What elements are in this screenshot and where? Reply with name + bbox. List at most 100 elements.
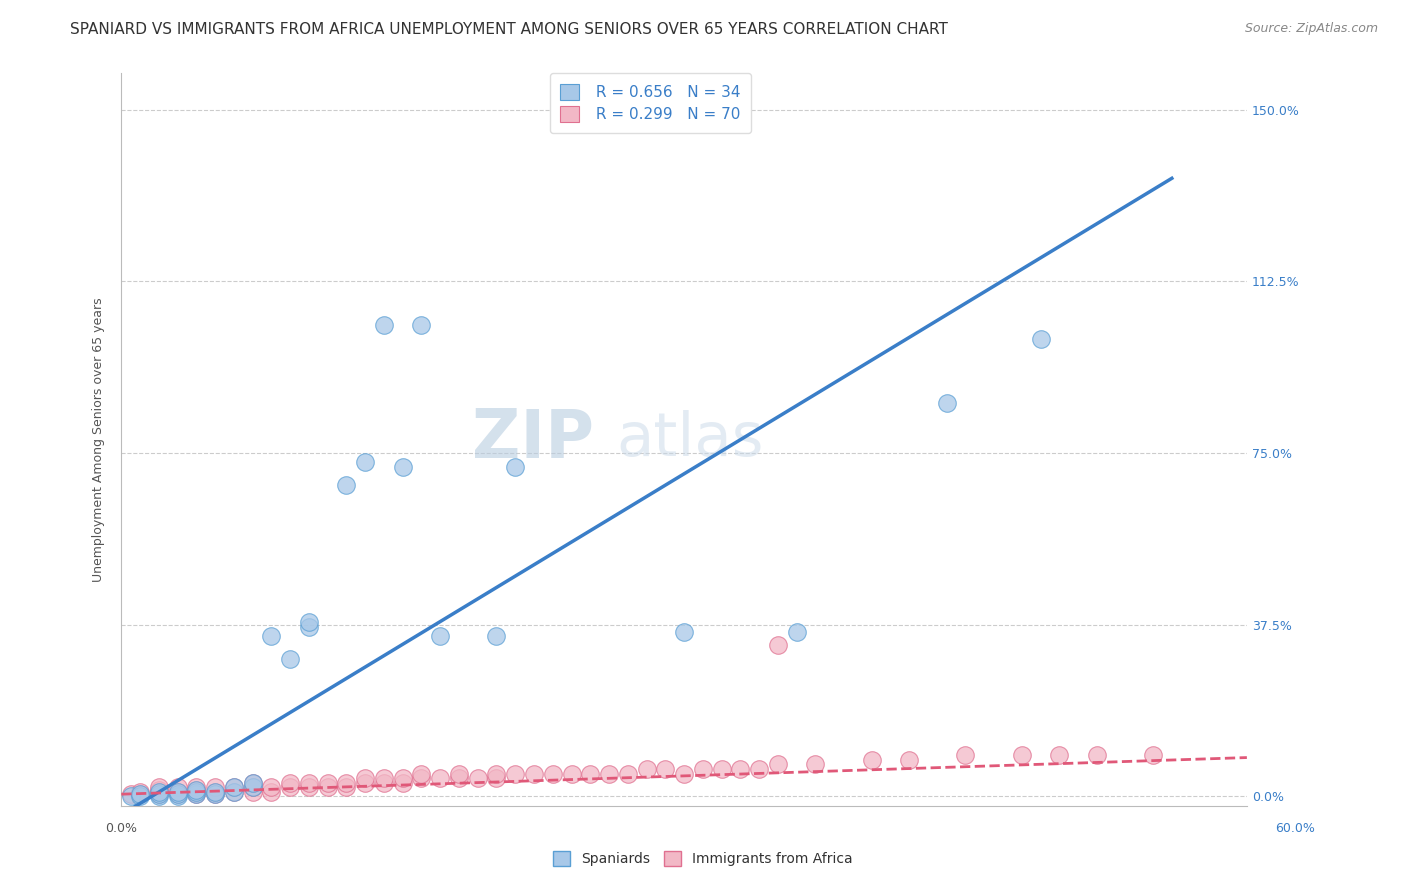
Point <box>617 766 640 780</box>
Point <box>222 780 245 795</box>
Point <box>730 762 752 776</box>
Point <box>955 748 977 763</box>
Point <box>673 766 696 780</box>
Point <box>935 395 957 409</box>
Point <box>166 785 188 799</box>
Text: ZIP: ZIP <box>472 407 595 472</box>
Text: 60.0%: 60.0% <box>1275 822 1315 836</box>
Point <box>447 766 470 780</box>
Point <box>148 785 170 799</box>
Point <box>598 766 620 780</box>
Point <box>354 771 377 785</box>
Point <box>120 787 142 801</box>
Point <box>278 652 301 666</box>
Point <box>129 787 152 801</box>
Point <box>204 785 226 799</box>
Point <box>804 757 827 772</box>
Point <box>298 780 321 795</box>
Point <box>429 771 451 785</box>
Point <box>1029 332 1052 346</box>
Point <box>278 776 301 790</box>
Point <box>242 780 264 795</box>
Point <box>148 787 170 801</box>
Point <box>766 757 789 772</box>
Point <box>166 787 188 801</box>
Point <box>391 771 413 785</box>
Point <box>748 762 770 776</box>
Point <box>129 785 152 799</box>
Point <box>541 766 564 780</box>
Point <box>411 766 433 780</box>
Point <box>278 780 301 795</box>
Point <box>485 771 508 785</box>
Legend: Spaniards, Immigrants from Africa: Spaniards, Immigrants from Africa <box>548 846 858 871</box>
Point <box>673 624 696 639</box>
Point <box>1142 748 1164 763</box>
Point <box>710 762 733 776</box>
Point <box>467 771 489 785</box>
Point <box>411 771 433 785</box>
Point <box>373 771 395 785</box>
Point <box>242 780 264 795</box>
Point <box>391 459 413 474</box>
Point <box>898 753 921 767</box>
Point <box>148 787 170 801</box>
Point <box>1011 748 1033 763</box>
Point <box>373 318 395 332</box>
Point <box>166 787 188 801</box>
Point <box>786 624 808 639</box>
Point <box>860 753 883 767</box>
Point <box>166 789 188 803</box>
Point <box>186 785 208 799</box>
Point <box>766 639 789 653</box>
Point <box>373 776 395 790</box>
Point <box>429 629 451 643</box>
Point <box>316 780 339 795</box>
Point <box>166 780 188 795</box>
Point <box>186 780 208 795</box>
Point <box>503 766 526 780</box>
Point <box>654 762 676 776</box>
Point <box>260 785 283 799</box>
Point <box>298 776 321 790</box>
Point <box>411 318 433 332</box>
Point <box>485 629 508 643</box>
Point <box>298 615 321 630</box>
Point <box>354 455 377 469</box>
Point <box>1085 748 1108 763</box>
Point <box>148 780 170 795</box>
Text: Source: ZipAtlas.com: Source: ZipAtlas.com <box>1244 22 1378 36</box>
Point <box>186 782 208 797</box>
Point <box>335 776 357 790</box>
Point <box>242 776 264 790</box>
Point <box>485 766 508 780</box>
Point <box>204 787 226 801</box>
Point <box>186 782 208 797</box>
Point <box>222 785 245 799</box>
Point <box>129 789 152 803</box>
Text: SPANIARD VS IMMIGRANTS FROM AFRICA UNEMPLOYMENT AMONG SENIORS OVER 65 YEARS CORR: SPANIARD VS IMMIGRANTS FROM AFRICA UNEMP… <box>70 22 948 37</box>
Point <box>120 789 142 803</box>
Point <box>204 787 226 801</box>
Point <box>316 776 339 790</box>
Point <box>186 787 208 801</box>
Point <box>260 780 283 795</box>
Point <box>260 629 283 643</box>
Point <box>204 785 226 799</box>
Point <box>391 776 413 790</box>
Point <box>129 787 152 801</box>
Point <box>503 459 526 474</box>
Point <box>636 762 658 776</box>
Point <box>242 785 264 799</box>
Point <box>222 785 245 799</box>
Text: atlas: atlas <box>617 409 763 469</box>
Point <box>204 780 226 795</box>
Point <box>692 762 714 776</box>
Legend:  R = 0.656   N = 34,  R = 0.299   N = 70: R = 0.656 N = 34, R = 0.299 N = 70 <box>550 73 751 133</box>
Point <box>222 780 245 795</box>
Point <box>1047 748 1070 763</box>
Point <box>186 785 208 799</box>
Y-axis label: Unemployment Among Seniors over 65 years: Unemployment Among Seniors over 65 years <box>93 297 105 582</box>
Point <box>335 478 357 492</box>
Point <box>447 771 470 785</box>
